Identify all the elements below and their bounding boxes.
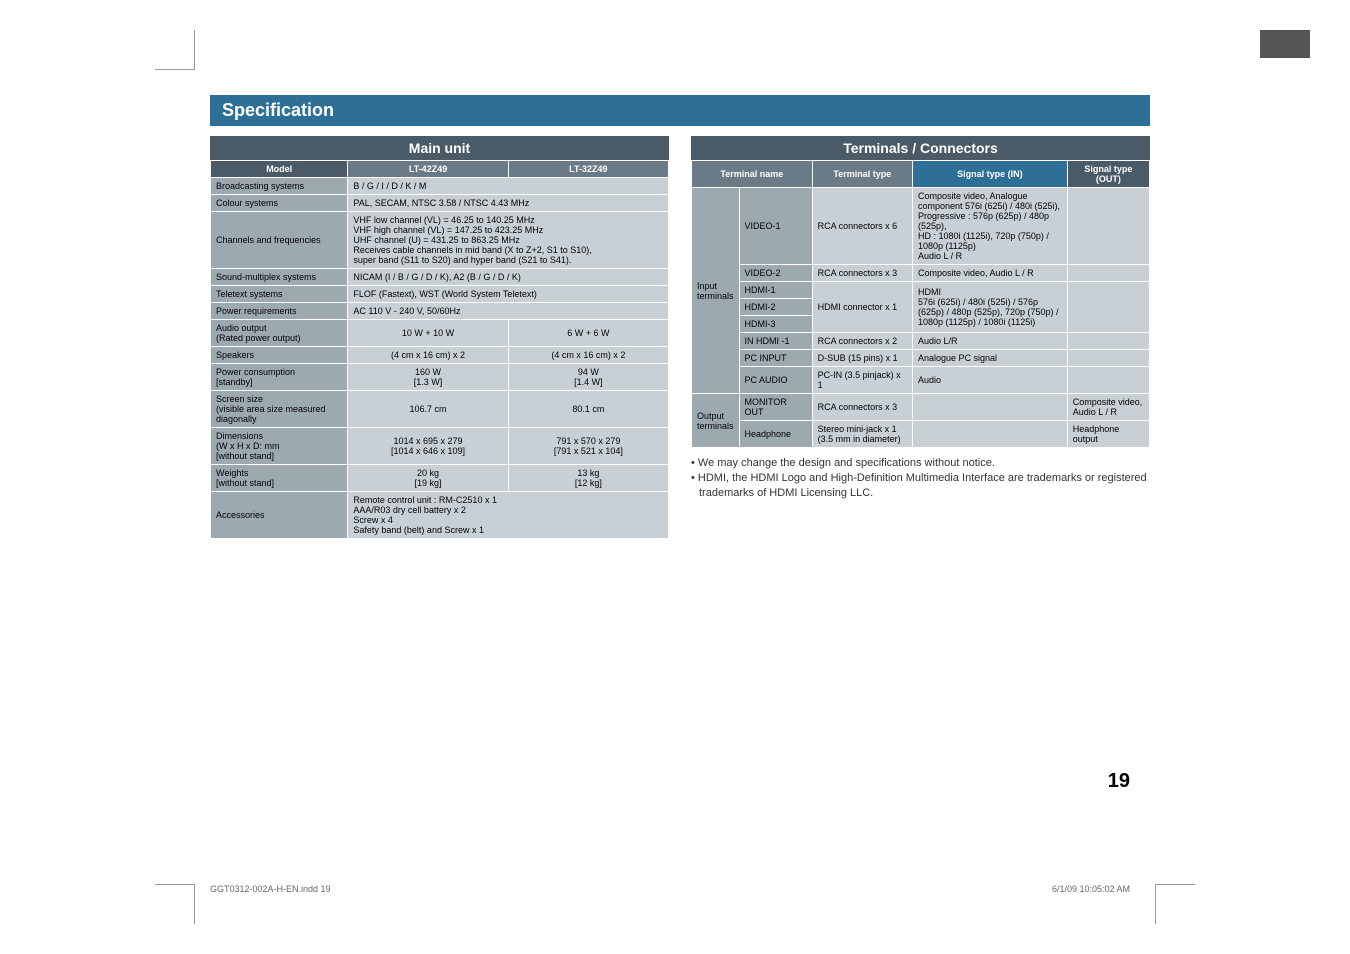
- row-value: NICAM (I / B / G / D / K), A2 (B / G / D…: [348, 269, 669, 286]
- terminal-name: IN HDMI -1: [739, 333, 812, 350]
- specification-header: Specification: [210, 95, 1150, 126]
- row-label: Sound-multiplex systems: [211, 269, 348, 286]
- signal-out: [1067, 188, 1149, 265]
- row-label: Power requirements: [211, 303, 348, 320]
- terminal-name: VIDEO-1: [739, 188, 812, 265]
- row-value-1: 10 W + 10 W: [348, 320, 508, 347]
- row-label: Colour systems: [211, 195, 348, 212]
- terminal-name: MONITOR OUT: [739, 394, 812, 421]
- terminal-group: Output terminals: [692, 394, 740, 448]
- footer-right: 6/1/09 10:05:02 AM: [1052, 884, 1130, 894]
- row-value: B / G / I / D / K / M: [348, 178, 669, 195]
- row-label: Screen size (visible area size measured …: [211, 391, 348, 428]
- terminal-name: HDMI-1: [739, 282, 812, 299]
- page-number: 19: [1108, 770, 1130, 793]
- terminal-type: RCA connectors x 6: [812, 188, 912, 265]
- row-label: Teletext systems: [211, 286, 348, 303]
- signal-out: [1067, 265, 1149, 282]
- terminal-group: Input terminals: [692, 188, 740, 394]
- signal-in: HDMI 576i (625i) / 480i (525i) / 576p (6…: [912, 282, 1067, 333]
- terminal-type: PC-IN (3.5 pinjack) x 1: [812, 367, 912, 394]
- row-value-2: (4 cm x 16 cm) x 2: [508, 347, 668, 364]
- terminal-type: D-SUB (15 pins) x 1: [812, 350, 912, 367]
- signal-in: Composite video, Audio L / R: [912, 265, 1067, 282]
- col-m2: LT-32Z49: [508, 161, 668, 178]
- terminal-name: Headphone: [739, 421, 812, 448]
- notes: • We may change the design and specifica…: [691, 456, 1150, 501]
- row-label: Channels and frequencies: [211, 212, 348, 269]
- footer-left: GGT0312-002A-H-EN.indd 19: [210, 884, 331, 894]
- row-value: VHF low channel (VL) = 46.25 to 140.25 M…: [348, 212, 669, 269]
- terminal-type: RCA connectors x 3: [812, 265, 912, 282]
- col-signal-in: Signal type (IN): [912, 161, 1067, 188]
- crop-mark-bl: [155, 884, 195, 924]
- row-value: AC 110 V - 240 V, 50/60Hz: [348, 303, 669, 320]
- signal-in: Audio L/R: [912, 333, 1067, 350]
- signal-in: Analogue PC signal: [912, 350, 1067, 367]
- terminal-name: PC AUDIO: [739, 367, 812, 394]
- signal-out: [1067, 282, 1149, 333]
- terminal-type: RCA connectors x 2: [812, 333, 912, 350]
- terminal-type: Stereo mini-jack x 1 (3.5 mm in diameter…: [812, 421, 912, 448]
- signal-out: [1067, 367, 1149, 394]
- terminals-column: Terminals / Connectors Terminal name Ter…: [691, 136, 1150, 539]
- terminal-name: VIDEO-2: [739, 265, 812, 282]
- row-value-2: 13 kg [12 kg]: [508, 465, 668, 492]
- crop-mark-br: [1155, 884, 1195, 924]
- row-value-2: 6 W + 6 W: [508, 320, 668, 347]
- row-label: Broadcasting systems: [211, 178, 348, 195]
- signal-in: Audio: [912, 367, 1067, 394]
- note-2: • HDMI, the HDMI Logo and High-Definitio…: [691, 471, 1150, 501]
- terminal-name: PC INPUT: [739, 350, 812, 367]
- note-1: • We may change the design and specifica…: [691, 456, 1150, 471]
- signal-in: [912, 421, 1067, 448]
- signal-out: Headphone output: [1067, 421, 1149, 448]
- row-value-2: 80.1 cm: [508, 391, 668, 428]
- row-label: Accessories: [211, 492, 348, 539]
- col-m1: LT-42Z49: [348, 161, 508, 178]
- signal-in: [912, 394, 1067, 421]
- terminals-table: Terminal name Terminal type Signal type …: [691, 160, 1150, 448]
- row-value: PAL, SECAM, NTSC 3.58 / NTSC 4.43 MHz: [348, 195, 669, 212]
- col-signal-out: Signal type (OUT): [1067, 161, 1149, 188]
- col-terminal-type: Terminal type: [812, 161, 912, 188]
- crop-mark-tl: [155, 30, 195, 70]
- terminal-type: HDMI connector x 1: [812, 282, 912, 333]
- row-value-1: 1014 x 695 x 279 [1014 x 646 x 109]: [348, 428, 508, 465]
- terminal-name: HDMI-2: [739, 299, 812, 316]
- row-label: Power consumption [standby]: [211, 364, 348, 391]
- terminal-type: RCA connectors x 3: [812, 394, 912, 421]
- row-value: FLOF (Fastext), WST (World System Telete…: [348, 286, 669, 303]
- col-model: Model: [211, 161, 348, 178]
- row-label: Weights [without stand]: [211, 465, 348, 492]
- main-unit-column: Main unit Model LT-42Z49 LT-32Z49 Broadc…: [210, 136, 669, 539]
- row-value-1: 160 W [1.3 W]: [348, 364, 508, 391]
- row-value: Remote control unit : RM-C2510 x 1 AAA/R…: [348, 492, 669, 539]
- row-value-1: 20 kg [19 kg]: [348, 465, 508, 492]
- row-value-2: 791 x 570 x 279 [791 x 521 x 104]: [508, 428, 668, 465]
- main-unit-title: Main unit: [210, 136, 669, 160]
- signal-out: Composite video, Audio L / R: [1067, 394, 1149, 421]
- signal-in: Composite video, Analogue component 576i…: [912, 188, 1067, 265]
- signal-out: [1067, 350, 1149, 367]
- signal-out: [1067, 333, 1149, 350]
- col-terminal-name: Terminal name: [692, 161, 813, 188]
- terminals-title: Terminals / Connectors: [691, 136, 1150, 160]
- row-value-1: 106.7 cm: [348, 391, 508, 428]
- main-unit-table: Model LT-42Z49 LT-32Z49 Broadcasting sys…: [210, 160, 669, 539]
- row-value-1: (4 cm x 16 cm) x 2: [348, 347, 508, 364]
- row-value-2: 94 W [1.4 W]: [508, 364, 668, 391]
- crop-mark-tr: [1260, 30, 1310, 58]
- row-label: Audio output (Rated power output): [211, 320, 348, 347]
- page-content: Specification Main unit Model LT-42Z49 L…: [210, 95, 1150, 539]
- row-label: Dimensions (W x H x D: mm [without stand…: [211, 428, 348, 465]
- row-label: Speakers: [211, 347, 348, 364]
- terminal-name: HDMI-3: [739, 316, 812, 333]
